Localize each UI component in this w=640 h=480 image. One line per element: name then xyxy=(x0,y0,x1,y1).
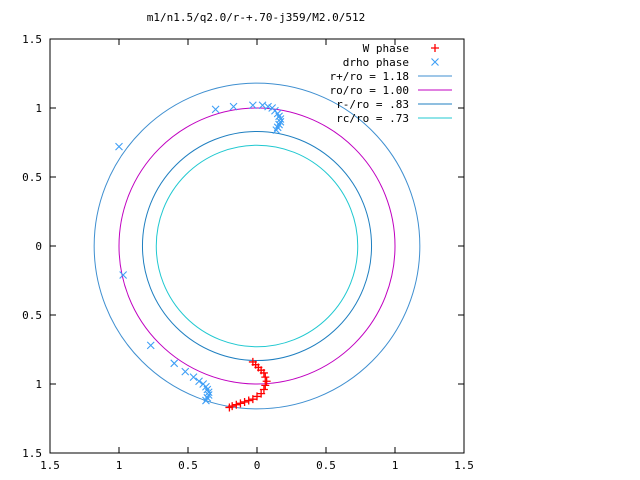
w-phase-point-5 xyxy=(261,373,270,382)
legend-label-4: r-/ro = .83 xyxy=(336,98,409,111)
x-tick-label: 0 xyxy=(254,459,261,472)
w-phase-point-6 xyxy=(262,377,271,386)
legend-symbol-1 xyxy=(431,58,439,66)
drho-phase-point-0 xyxy=(211,105,220,114)
w-phase-point-12 xyxy=(244,396,253,405)
x-tick-label: 0.5 xyxy=(178,459,198,472)
legend-label-2: r+/ro = 1.18 xyxy=(330,70,409,83)
w-phase-point-10 xyxy=(253,392,261,401)
y-tick-label: 1 xyxy=(35,378,42,391)
drho-phase-point-15 xyxy=(119,271,128,279)
drho-phase-point-16 xyxy=(146,341,155,350)
drho-phase-point-14 xyxy=(115,142,123,151)
x-tick-label: 1.5 xyxy=(40,459,60,472)
legend-label-3: ro/ro = 1.00 xyxy=(330,84,409,97)
w-phase-point-14 xyxy=(236,399,245,408)
drho-phase-point-27 xyxy=(202,396,210,405)
drho-phase-point-13 xyxy=(272,126,281,134)
drho-phase-point-2 xyxy=(248,101,257,110)
legend-label-0: W phase xyxy=(363,42,409,55)
drho-phase-point-19 xyxy=(189,373,198,381)
y-tick-label: 1.5 xyxy=(22,447,42,460)
w-phase-point-11 xyxy=(248,395,257,404)
w-phase-point-15 xyxy=(232,400,241,409)
drho-phase-point-1 xyxy=(229,102,238,111)
w-phase-point-8 xyxy=(259,385,268,394)
drho-phase-point-18 xyxy=(181,367,190,376)
drho-phase-point-17 xyxy=(170,359,179,368)
y-tick-label: 1.5 xyxy=(22,33,42,46)
y-tick-label: 0 xyxy=(35,240,42,253)
chart-title: m1/n1.5/q2.0/r-+.70-j359/M2.0/512 xyxy=(147,11,366,24)
x-tick-label: 1 xyxy=(116,459,123,472)
drho-phase-point-20 xyxy=(195,377,203,386)
w-phase-point-7 xyxy=(261,381,270,390)
x-tick-label: 1 xyxy=(392,459,399,472)
x-tick-label: 0.5 xyxy=(316,459,336,472)
w-phase-point-4 xyxy=(259,368,268,377)
x-tick-label: 1.5 xyxy=(454,459,474,472)
y-tick-label: 0.5 xyxy=(22,309,42,322)
reference-circles xyxy=(93,82,421,410)
drho-phase-point-4 xyxy=(264,102,272,111)
circle-0 xyxy=(93,82,421,410)
circle-3 xyxy=(155,144,359,348)
w-phase-point-9 xyxy=(257,389,266,398)
w-phase-point-13 xyxy=(240,397,249,406)
axis-ticks: 1.5 1 0.5 0 0.5 1 1.51.510.500.511.5 xyxy=(22,33,474,472)
legend-symbol-0 xyxy=(431,44,439,52)
circle-2 xyxy=(141,130,373,362)
legend-label-5: rc/ro = .73 xyxy=(336,112,409,125)
phase-points xyxy=(115,101,285,412)
legend-label-1: drho phase xyxy=(343,56,409,69)
y-tick-label: 0.5 xyxy=(22,171,42,184)
circle-1 xyxy=(118,107,396,385)
y-tick-label: 1 xyxy=(35,102,42,115)
w-phase-point-17 xyxy=(225,403,234,412)
